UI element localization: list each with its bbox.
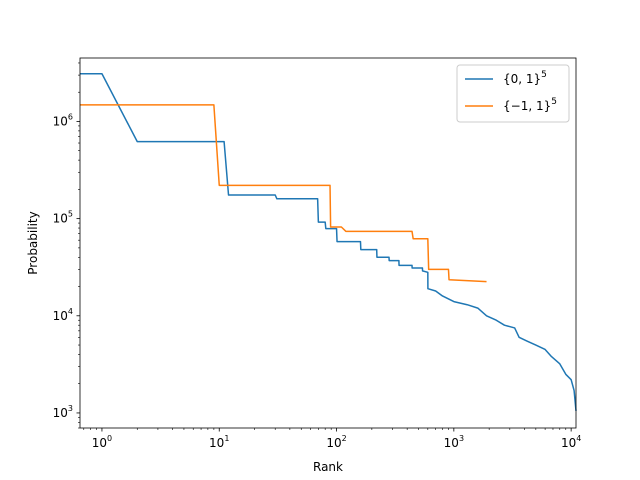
legend-label-series-1: {0, 1}5: [503, 70, 547, 86]
y-tick-label-base: 10: [53, 114, 68, 128]
y-tick-label-1: 104: [53, 307, 73, 323]
x-tick-label-exponent: 1: [224, 434, 229, 443]
x-tick-label-exponent: 0: [107, 434, 112, 443]
y-axis-label: Probability: [26, 211, 40, 274]
legend-label-series-2-superscript: 5: [551, 97, 557, 107]
y-tick-label-exponent: 5: [68, 210, 73, 219]
x-tick-label-exponent: 4: [576, 434, 581, 443]
series-line-1: [80, 72, 577, 411]
series-layer: [80, 72, 577, 411]
x-tick-label-1: 101: [209, 434, 229, 450]
x-axis: 100 101 102 103 104: [83, 428, 581, 450]
x-axis-label: Rank: [313, 460, 343, 474]
x-tick-label-base: 10: [326, 436, 341, 450]
y-tick-label-base: 10: [53, 309, 68, 323]
legend-label-series-1-text: {0, 1}: [503, 72, 541, 86]
y-tick-label-exponent: 3: [68, 404, 73, 413]
x-tick-label-exponent: 3: [459, 434, 464, 443]
x-tick-label-4: 104: [561, 434, 581, 450]
legend-label-series-2-text: {−1, 1}: [503, 99, 551, 113]
x-tick-label-base: 10: [561, 436, 576, 450]
y-tick-label-exponent: 4: [68, 307, 73, 316]
x-tick-label-exponent: 2: [342, 434, 347, 443]
y-tick-label-2: 105: [53, 210, 73, 226]
x-tick-label-2: 102: [326, 434, 346, 450]
legend-label-series-2: {−1, 1}5: [503, 97, 557, 113]
x-tick-label-base: 10: [92, 436, 107, 450]
legend: {0, 1}5 {−1, 1}5: [456, 64, 570, 123]
y-tick-label-base: 10: [53, 406, 68, 420]
y-tick-label-0: 103: [53, 404, 73, 420]
axes-frame: [79, 57, 577, 429]
x-tick-label-0: 100: [92, 434, 112, 450]
x-tick-label-3: 103: [444, 434, 464, 450]
y-tick-label-exponent: 6: [68, 112, 73, 121]
legend-label-series-1-superscript: 5: [541, 70, 547, 80]
y-tick-label-base: 10: [53, 212, 68, 226]
x-tick-label-base: 10: [444, 436, 459, 450]
y-tick-label-3: 106: [53, 112, 73, 128]
plot-area: [79, 57, 577, 429]
x-tick-label-base: 10: [209, 436, 224, 450]
series-line-2: [80, 104, 487, 283]
